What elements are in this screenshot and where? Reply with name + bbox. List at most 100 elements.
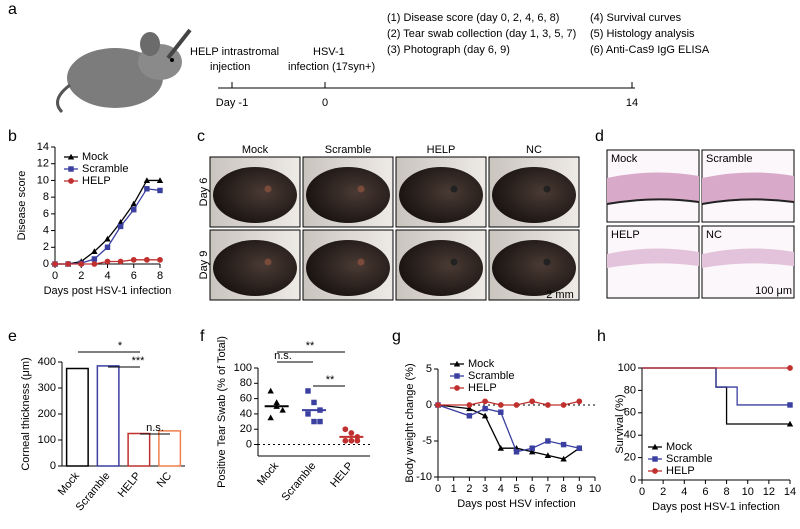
marker	[267, 414, 274, 421]
y-tick-label: 20	[624, 452, 636, 464]
y-tick-label: 5	[426, 363, 432, 375]
tissue-edge	[701, 198, 795, 205]
x-tick-label: 4	[681, 486, 687, 498]
x-tick-label: Mock	[255, 460, 281, 488]
y-tick-label: 8	[43, 191, 49, 203]
y-tick-label: 100	[38, 434, 56, 446]
step-label: (4) Survival curves	[590, 12, 682, 24]
panel-letter: f	[200, 328, 205, 345]
marker	[466, 402, 473, 408]
y-tick-label: 4	[43, 224, 49, 236]
x-tick-label: 5	[513, 483, 519, 495]
y-tick-label: 100	[234, 362, 252, 374]
y-tick-label: 60	[624, 407, 636, 419]
marker	[273, 399, 280, 405]
marker	[787, 402, 793, 408]
x-tick-label: 8	[157, 270, 163, 282]
annotation: **	[306, 340, 315, 352]
panel-letter: b	[8, 128, 17, 145]
marker	[453, 360, 461, 367]
x-axis-label: Days post HSV infection	[457, 498, 576, 510]
y-tick-label: 14	[37, 141, 49, 153]
event-label: HSV-1	[313, 46, 345, 58]
step-label: (1) Disease score (day 0, 2, 4, 6, 8)	[387, 12, 559, 24]
marker	[279, 406, 286, 413]
mouse-head	[492, 240, 576, 296]
x-tick-label: 9	[576, 483, 582, 495]
marker	[91, 256, 98, 262]
eye	[264, 258, 272, 266]
marker	[267, 387, 274, 394]
marker	[104, 258, 111, 265]
tissue-band	[607, 248, 699, 268]
marker	[143, 256, 150, 263]
histology-grid: Mock Scramble HELP NC 100 μm	[606, 149, 795, 299]
x-tick-label: 6	[131, 270, 137, 282]
x-tick-label: Scramble	[279, 460, 318, 503]
marker	[104, 235, 111, 242]
column-label: Mock	[242, 144, 269, 156]
y-axis-label: Disease score	[16, 171, 28, 241]
bar	[65, 367, 89, 467]
marker	[513, 449, 520, 455]
y-tick-label: -10	[416, 471, 432, 483]
x-tick-label: NC	[155, 470, 174, 490]
series-line	[438, 400, 580, 406]
series-line	[55, 188, 161, 265]
x-tick-label: 4	[498, 483, 504, 495]
marker	[560, 402, 567, 408]
marker	[317, 418, 323, 425]
legend-label: Mock	[82, 151, 109, 163]
y-tick-label: 80	[624, 384, 636, 396]
marker	[52, 261, 58, 267]
x-tick-label: 0	[435, 483, 441, 495]
y-tick-label: 40	[240, 408, 252, 420]
series-line	[437, 404, 580, 453]
marker	[560, 441, 567, 448]
marker	[91, 248, 98, 255]
eye	[450, 258, 458, 266]
x-tick-label: HELP	[116, 470, 144, 500]
marker	[130, 256, 137, 263]
marker	[545, 402, 551, 408]
y-tick-label: 6	[43, 208, 49, 220]
marker	[117, 258, 124, 265]
y-tick-label: 10	[37, 174, 49, 186]
eye	[264, 185, 272, 193]
marker	[481, 412, 489, 419]
step-label: (6) Anti-Cas9 IgG ELISA	[590, 44, 710, 56]
scale-label: 100 μm	[755, 285, 792, 297]
panel-letter: e	[8, 328, 17, 345]
marker	[305, 388, 311, 394]
marker	[68, 178, 74, 184]
marker	[305, 411, 311, 417]
y-tick-label: 0	[246, 438, 252, 450]
marker	[576, 445, 583, 451]
marker	[157, 187, 163, 194]
legend-label: Scramble	[82, 163, 128, 175]
x-tick-label: 7	[545, 483, 551, 495]
event-label: infection (17syn+)	[288, 61, 375, 73]
marker	[131, 206, 137, 213]
marker	[144, 186, 150, 192]
tissue-edge	[606, 198, 700, 205]
marker	[545, 438, 551, 444]
y-axis-label: Positive Tear Swab (% of Total)	[216, 336, 228, 488]
x-tick-label: 10	[589, 483, 601, 495]
x-tick-label: 1	[451, 483, 457, 495]
x-tick-label: 14	[784, 486, 796, 498]
tissue-band	[702, 172, 794, 204]
x-tick-label: 0	[639, 486, 645, 498]
marker	[67, 153, 75, 160]
panel-letter: d	[595, 128, 604, 145]
histology-label: Mock	[611, 153, 638, 165]
legend-label: Scramble	[468, 370, 514, 382]
x-tick-label: 6	[529, 483, 535, 495]
eye	[357, 185, 365, 193]
marker	[497, 445, 504, 451]
marker	[454, 373, 460, 379]
mouse-head	[213, 167, 297, 223]
marker	[482, 405, 488, 412]
marker	[466, 413, 473, 419]
marker	[354, 437, 361, 444]
